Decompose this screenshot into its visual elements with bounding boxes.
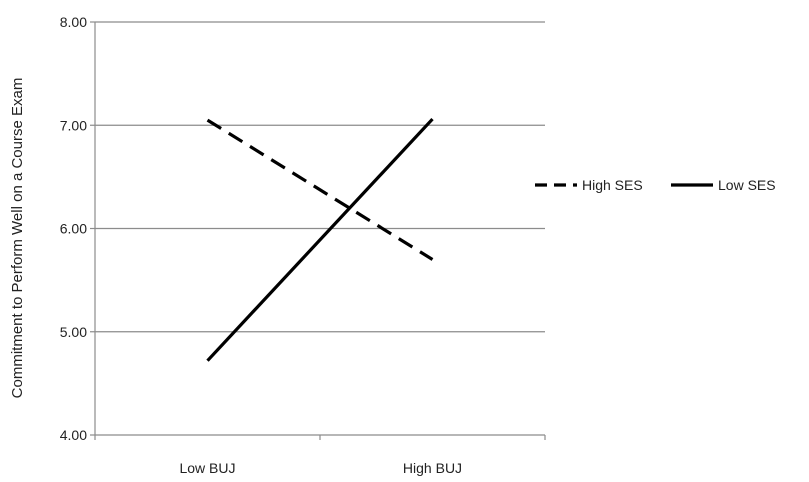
y-tick-label: 6.00	[60, 221, 87, 237]
legend: High SES Low SES	[535, 177, 776, 193]
axes	[90, 21, 546, 440]
y-tick-label: 7.00	[60, 117, 87, 133]
series-line-low-ses	[206, 117, 434, 362]
legend-label: High SES	[582, 177, 643, 193]
gridlines	[95, 21, 545, 333]
y-tick-label: 5.00	[60, 324, 87, 340]
y-tick-label: 8.00	[60, 14, 87, 30]
series-lines	[206, 117, 434, 362]
y-tick-label: 4.00	[60, 427, 87, 443]
x-tick-label: Low BUJ	[179, 460, 235, 476]
y-tick-labels: 4.00 5.00 6.00 7.00 8.00	[60, 14, 87, 443]
y-axis-title: Commitment to Perform Well on a Course E…	[9, 78, 26, 399]
legend-label: Low SES	[718, 177, 776, 193]
x-tick-labels: Low BUJ High BUJ	[179, 460, 462, 476]
x-tick-label: High BUJ	[403, 460, 462, 476]
series-line-high-ses	[206, 118, 434, 261]
